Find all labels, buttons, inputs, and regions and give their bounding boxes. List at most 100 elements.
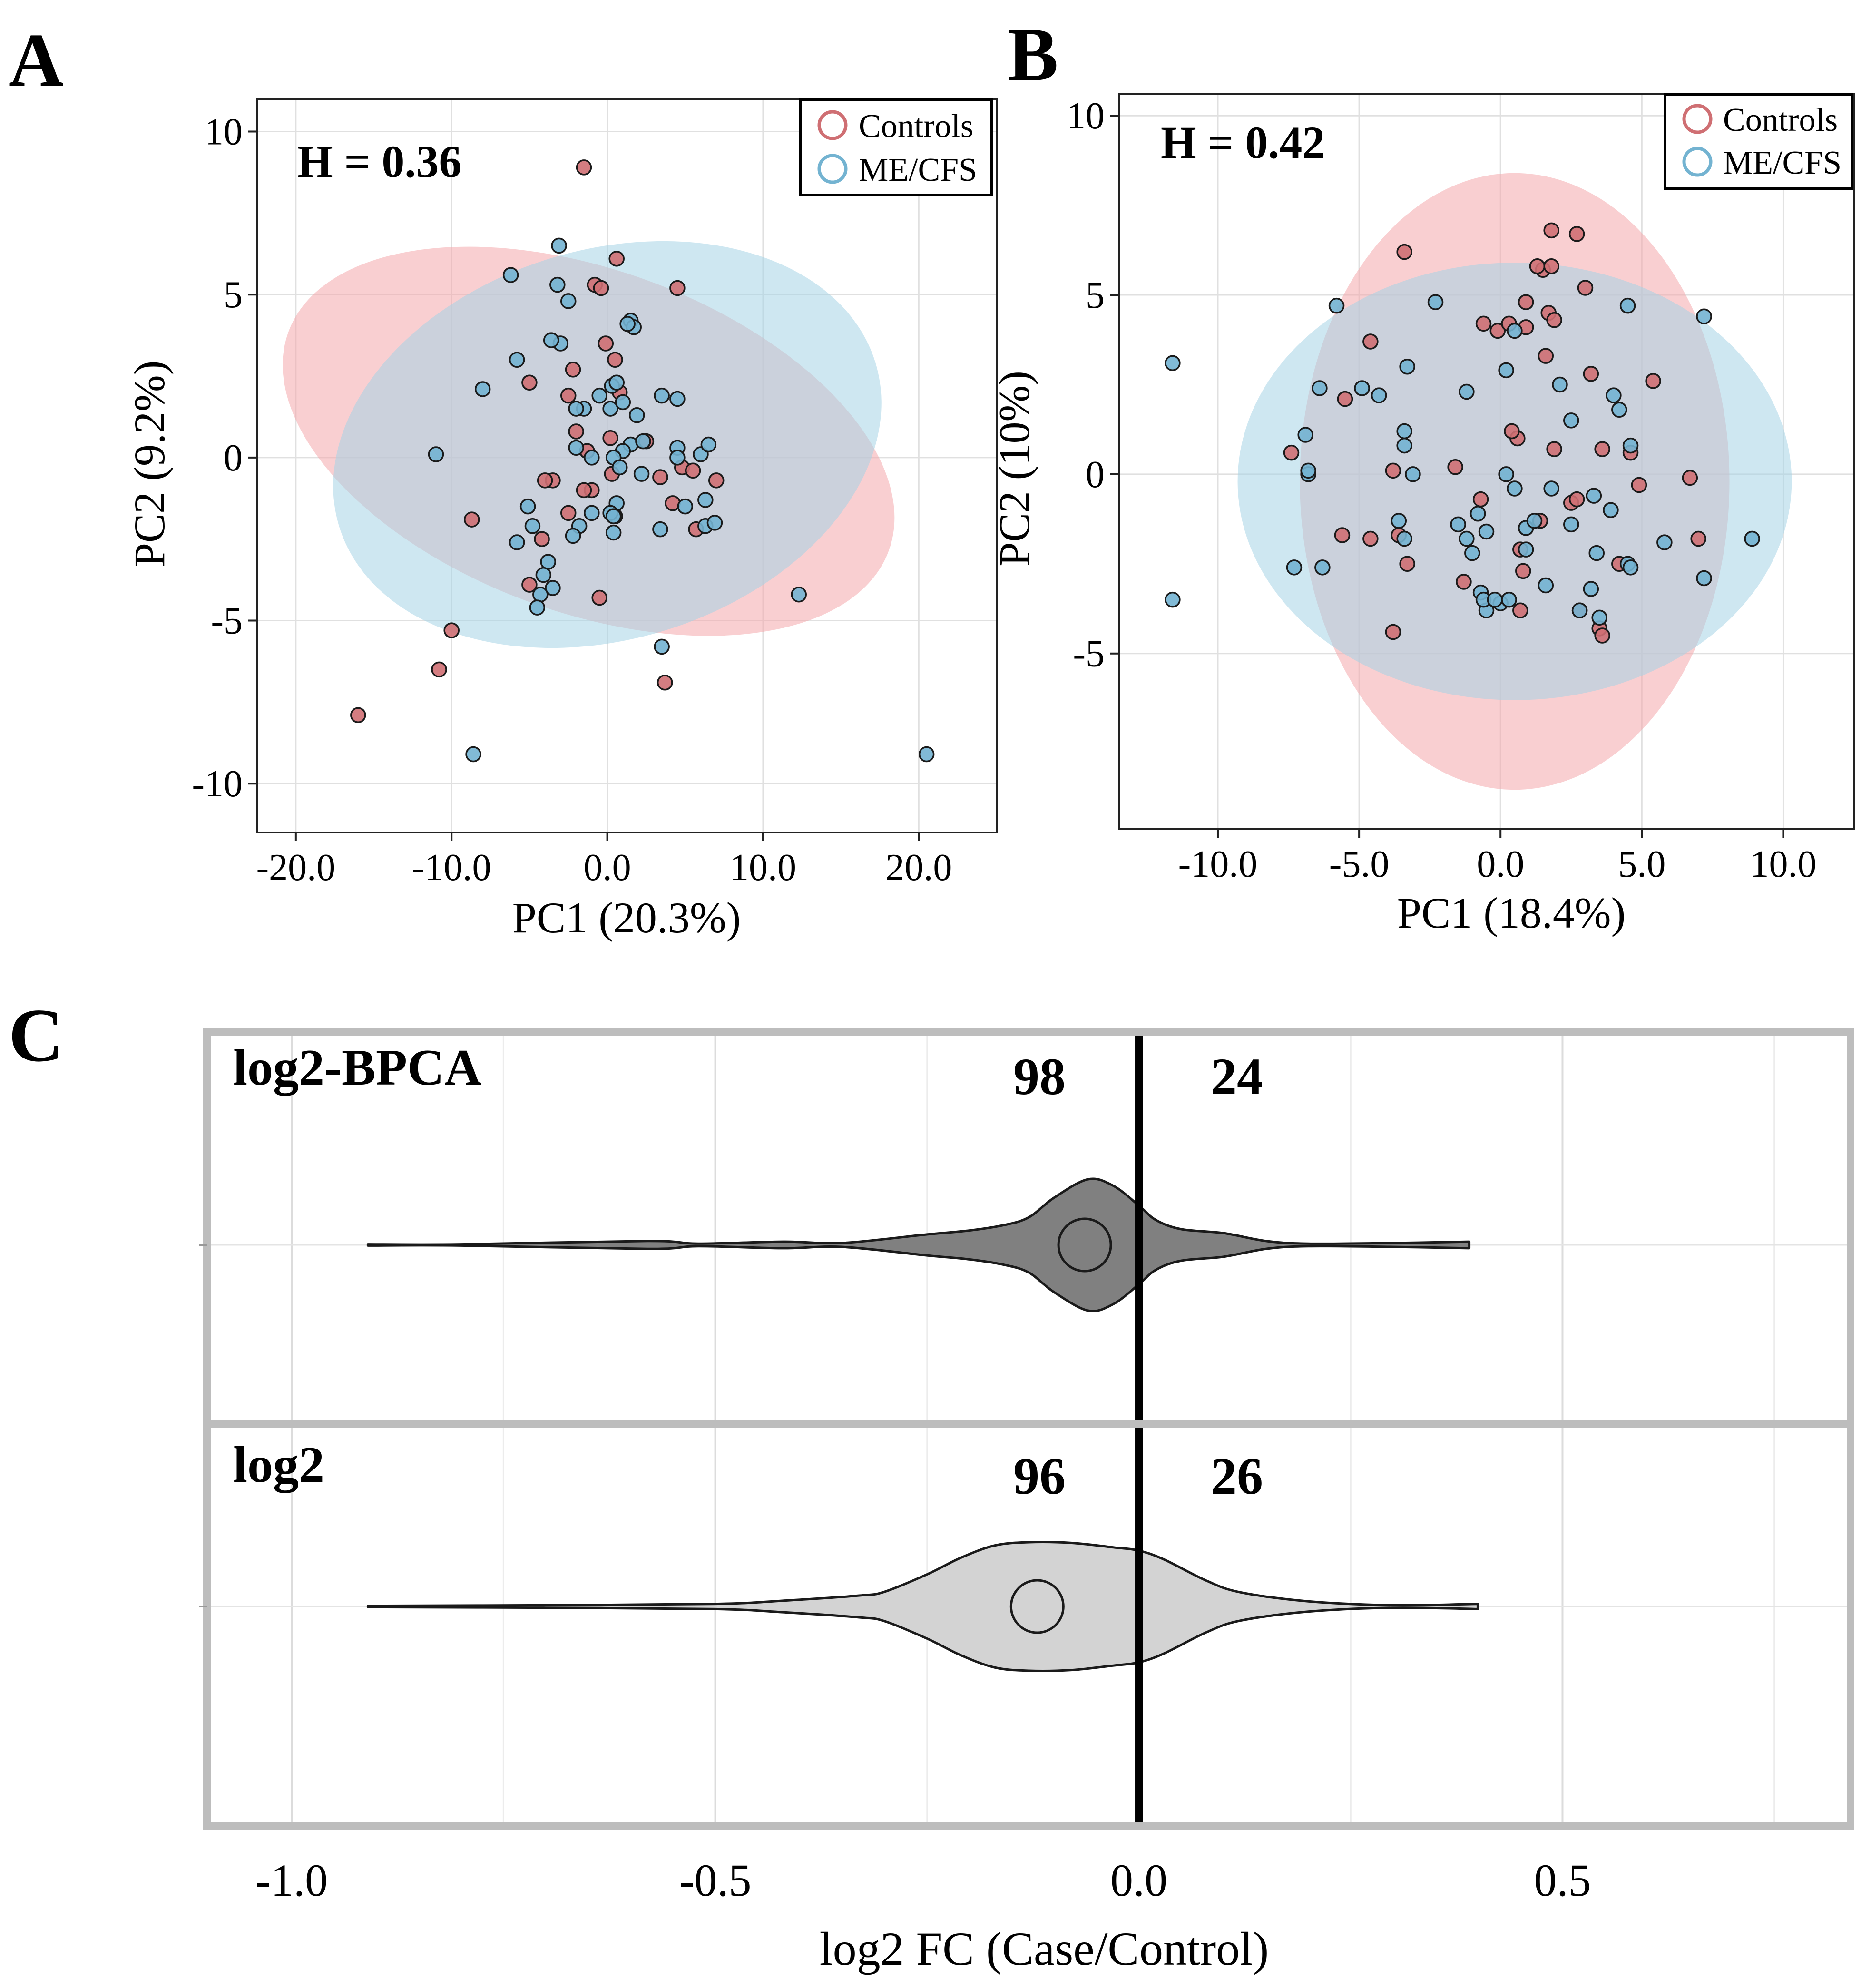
mecfs-point bbox=[669, 450, 686, 466]
controls-point bbox=[350, 707, 366, 724]
mecfs-point bbox=[1165, 591, 1181, 608]
y-tick-label: 10 bbox=[1067, 95, 1105, 137]
mecfs-point bbox=[1586, 488, 1602, 504]
controls-point bbox=[534, 531, 550, 547]
mecfs-point bbox=[1619, 297, 1636, 314]
controls-point bbox=[443, 622, 460, 638]
x-tick-label: -1.0 bbox=[255, 1855, 328, 1906]
panel-c-gridlines bbox=[207, 1032, 1851, 1826]
mecfs-point bbox=[615, 394, 631, 411]
mecfs-point bbox=[605, 524, 622, 541]
controls-point bbox=[608, 251, 625, 267]
controls-point bbox=[1362, 333, 1379, 350]
panel-a-letter: A bbox=[9, 18, 64, 102]
panel-b: B -10.0 -5.0 0.0 5.0 10.0 10 5 0 -5 H = 0.42 Con… bbox=[990, 12, 1855, 937]
violin-log2 bbox=[366, 1541, 1479, 1672]
panel-b-ylabel: PC2 (10%) bbox=[990, 371, 1038, 566]
mecfs-point bbox=[654, 387, 670, 404]
mecfs-point bbox=[1391, 513, 1407, 529]
controls-point bbox=[593, 280, 609, 296]
controls-point bbox=[565, 362, 581, 378]
mecfs-point bbox=[1696, 308, 1712, 325]
x-tick-label: 10.0 bbox=[730, 847, 796, 889]
mecfs-point bbox=[524, 518, 541, 534]
mecfs-point bbox=[1297, 427, 1313, 443]
controls-point bbox=[1385, 624, 1401, 640]
controls-point bbox=[1396, 244, 1412, 260]
mecfs-point bbox=[1450, 516, 1466, 533]
x-tick-label: 20.0 bbox=[885, 847, 952, 889]
controls-point bbox=[560, 505, 577, 521]
x-tick-label: -10.0 bbox=[412, 847, 491, 889]
mecfs-point bbox=[1328, 297, 1345, 314]
mecfs-point bbox=[1314, 559, 1331, 576]
mecfs-point bbox=[551, 237, 567, 254]
mecfs-point bbox=[1543, 480, 1559, 497]
controls-point bbox=[1489, 323, 1506, 339]
mecfs-point bbox=[1526, 513, 1543, 529]
mecfs-point bbox=[1656, 534, 1673, 550]
y-tick-label: 5 bbox=[224, 274, 243, 316]
mecfs-point bbox=[918, 746, 935, 763]
mecfs-point bbox=[602, 401, 618, 417]
mecfs-point bbox=[700, 436, 717, 453]
panel-b-ticks: -10.0 -5.0 0.0 5.0 10.0 10 5 0 -5 bbox=[1067, 95, 1816, 885]
mecfs-point bbox=[635, 433, 651, 450]
controls-point bbox=[1546, 312, 1562, 328]
mecfs-point bbox=[1165, 355, 1181, 371]
controls-point bbox=[1362, 530, 1379, 547]
controls-point bbox=[1337, 391, 1353, 407]
mecfs-point bbox=[509, 352, 525, 368]
panel-c: C log2-BPCA 98 24 log2 96 26 -1.0 -0.5 0.0… bbox=[9, 993, 1854, 1975]
mecfs-point bbox=[519, 498, 536, 515]
mecfs-point bbox=[1396, 530, 1412, 547]
controls-point bbox=[560, 387, 577, 404]
facet-1-count-right: 24 bbox=[1211, 1048, 1263, 1106]
mecfs-point bbox=[474, 381, 491, 397]
controls-point bbox=[591, 589, 607, 606]
panel-c-ticks: -1.0 -0.5 0.0 0.5 bbox=[255, 1855, 1591, 1906]
mecfs-point bbox=[1507, 323, 1523, 339]
controls-point bbox=[576, 482, 592, 499]
controls-point bbox=[1690, 530, 1706, 547]
mecfs-point bbox=[584, 505, 600, 521]
controls-point bbox=[1543, 258, 1559, 274]
controls-point bbox=[1472, 491, 1489, 508]
controls-point bbox=[1583, 366, 1599, 382]
mecfs-point bbox=[1571, 602, 1588, 619]
controls-point bbox=[1568, 226, 1585, 242]
panel-a-points bbox=[350, 159, 935, 763]
mecfs-point bbox=[1464, 545, 1480, 561]
mecfs-point bbox=[540, 554, 556, 570]
y-tick-label: 0 bbox=[1086, 454, 1105, 496]
mecfs-point bbox=[652, 521, 668, 538]
mecfs-point bbox=[568, 401, 584, 417]
mecfs-point bbox=[568, 440, 584, 456]
mecfs-point bbox=[1583, 581, 1599, 597]
median-marker bbox=[1009, 1579, 1065, 1634]
x-tick-label: 0.0 bbox=[584, 847, 631, 889]
mecfs-point bbox=[535, 567, 552, 583]
panel-a: A -20.0 -10.0 0.0 10.0 20.0 10 5 0 -5 -10 H = 0.3… bbox=[9, 18, 998, 942]
mecfs-point bbox=[584, 450, 600, 466]
mecfs-point bbox=[1563, 516, 1579, 533]
panel-c-xlabel: log2 FC (Case/Control) bbox=[820, 1922, 1269, 1975]
panel-a-h-annotation: H = 0.36 bbox=[297, 136, 461, 187]
controls-point bbox=[521, 374, 538, 391]
controls-point bbox=[1577, 280, 1594, 296]
panel-b-frame bbox=[1118, 93, 1855, 830]
facet-2-count-right: 26 bbox=[1211, 1447, 1263, 1505]
controls-point bbox=[652, 469, 668, 485]
mecfs-point bbox=[549, 276, 566, 293]
controls-point bbox=[708, 472, 725, 489]
x-tick-label: 0.0 bbox=[1110, 1855, 1167, 1906]
mecfs-point bbox=[1603, 502, 1619, 518]
panel-a-ylabel: PC2 (9.2%) bbox=[125, 361, 174, 567]
mecfs-point bbox=[502, 267, 519, 283]
mecfs-point bbox=[428, 446, 444, 462]
y-tick-label: 10 bbox=[205, 111, 243, 153]
controls-point bbox=[1334, 527, 1351, 543]
mecfs-point bbox=[1427, 294, 1444, 310]
mecfs-point bbox=[1498, 362, 1514, 379]
